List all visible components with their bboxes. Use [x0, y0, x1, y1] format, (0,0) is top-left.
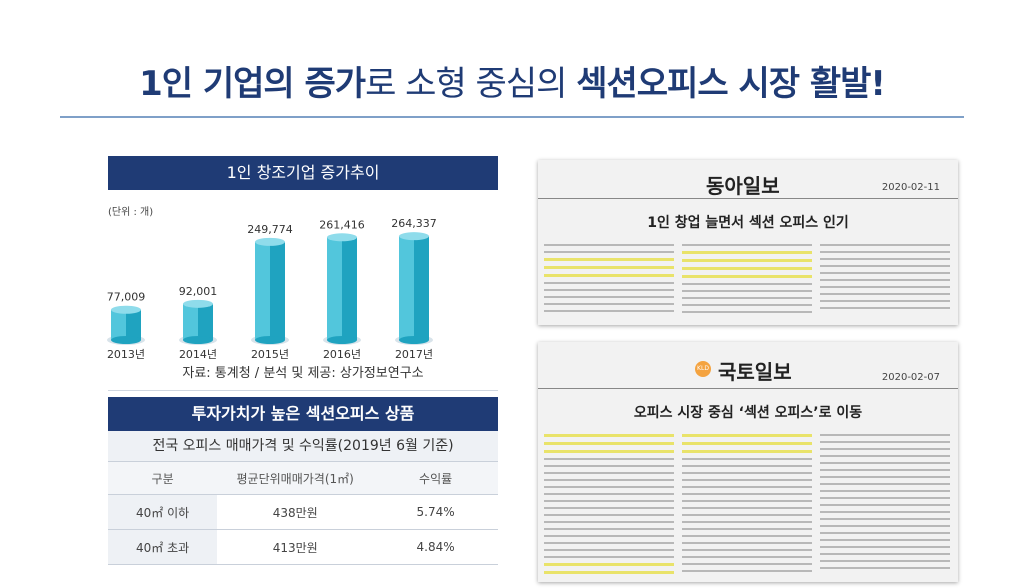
bar-side: [342, 237, 357, 340]
bar-top: [255, 237, 285, 246]
bar: [111, 309, 126, 340]
bar-side: [270, 241, 285, 340]
bar-bottom: [183, 336, 213, 344]
bar-top: [183, 299, 213, 308]
row-price: 413만원: [217, 529, 374, 565]
bar-top: [111, 305, 141, 314]
bar-side: [198, 303, 213, 340]
article-body-column: [544, 434, 674, 579]
chart-unit-label: (단위 : 개): [108, 207, 154, 218]
table-row: 40㎡ 초과 413만원 4.84%: [108, 529, 498, 565]
article-date: 2020-02-07: [881, 372, 940, 383]
bar-value-label: 264,337: [391, 217, 437, 230]
page-headline: 1인 기업의 증가로 소형 중심의 섹션오피스 시장 활발!: [0, 56, 1024, 105]
bar-bottom: [399, 336, 429, 344]
bar: [327, 237, 342, 340]
bar-value-label: 261,416: [319, 218, 365, 231]
headline-part-3: 섹션오피스 시장 활발!: [576, 64, 886, 104]
header-category: 구분: [108, 462, 218, 495]
bar-top: [327, 233, 357, 242]
bar-value-label: 249,774: [247, 223, 293, 236]
row-price: 438만원: [217, 494, 374, 530]
row-category: 40㎡ 이하: [108, 494, 218, 530]
article-body-column: [820, 434, 950, 579]
category-label: 2016년: [323, 348, 361, 361]
headline-part-1: 1인 기업의 증가: [139, 64, 366, 104]
bar-bottom: [327, 336, 357, 344]
article-date: 2020-02-11: [881, 182, 940, 193]
table-title: 투자가치가 높은 섹션오피스 상품: [108, 397, 498, 431]
news-clipping-donga: 동아일보 2020-02-11 1인 창업 늘면서 섹션 오피스 인기: [538, 160, 958, 325]
article-body-column: [682, 244, 812, 320]
header-avg-price: 평균단위매매가격(1㎡): [217, 462, 374, 495]
chart-title: 1인 창조기업 증가추이: [108, 156, 498, 190]
bar-side: [414, 236, 429, 340]
panel-divider: [108, 390, 498, 391]
bar-side: [126, 309, 141, 340]
header-yield: 수익률: [373, 462, 498, 495]
bar-top: [399, 232, 429, 241]
headline-part-2: 로 소형 중심의: [365, 64, 577, 104]
row-category: 40㎡ 초과: [108, 529, 218, 565]
category-label: 2014년: [179, 348, 217, 361]
bar: [183, 303, 198, 340]
price-table: 구분 평균단위매매가격(1㎡) 수익률 40㎡ 이하 438만원 5.74% 4…: [108, 462, 498, 565]
table-header-row: 구분 평균단위매매가격(1㎡) 수익률: [108, 462, 498, 495]
category-label: 2015년: [251, 348, 289, 361]
bar-chart: 77,009 2013년 92,001 2014년 249,774 2015년 261,41…: [107, 217, 437, 361]
bar: [399, 236, 414, 340]
table-subtitle: 전국 오피스 매매가격 및 수익률(2019년 6월 기준): [108, 431, 498, 462]
masthead-rule: [538, 198, 958, 199]
article-title: 오피스 시장 중심 ‘섹션 오피스’로 이동: [633, 405, 863, 421]
category-label: 2013년: [107, 348, 145, 361]
bar: [255, 241, 270, 340]
newspaper-logo: 국토일보: [718, 360, 792, 384]
newspaper-logo-icon: KLD: [695, 361, 711, 377]
article-body-column: [682, 434, 812, 579]
headline-divider: [60, 116, 964, 118]
article-body-column: [544, 244, 674, 320]
row-yield: 4.84%: [373, 529, 498, 565]
bar-bottom: [111, 336, 141, 344]
article-title: 1인 창업 늘면서 섹션 오피스 인기: [647, 215, 849, 231]
row-yield: 5.74%: [373, 494, 498, 530]
category-label: 2017년: [395, 348, 433, 361]
bar-value-label: 92,001: [179, 285, 218, 298]
masthead-rule: [538, 388, 958, 389]
table-row: 40㎡ 이하 438만원 5.74%: [108, 494, 498, 530]
chart-source: 자료: 통계청 / 분석 및 제공: 상가정보연구소: [182, 366, 424, 381]
news-clipping-kukto: KLD 국토일보 2020-02-07 오피스 시장 중심 ‘섹션 오피스’로 …: [538, 342, 958, 582]
bar-value-label: 77,009: [107, 291, 146, 304]
bar-bottom: [255, 336, 285, 344]
article-body-column: [820, 244, 950, 320]
newspaper-logo: 동아일보: [706, 174, 780, 198]
